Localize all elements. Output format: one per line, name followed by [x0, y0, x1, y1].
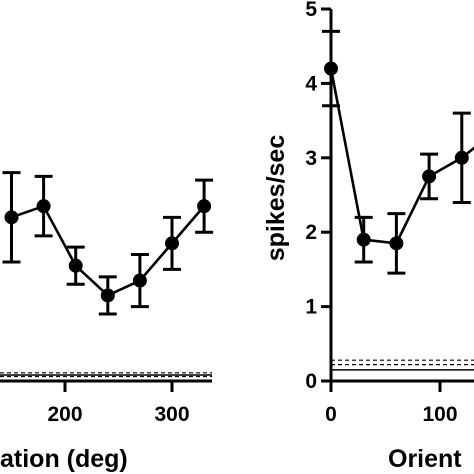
left-data-point-5	[165, 236, 179, 251]
right-x-axis-label: Orient	[388, 445, 462, 473]
right-y-tick-label-4: 4	[305, 72, 317, 95]
right-panel: 0 100 0 1 2 3 4 5 Orient spikes/sec	[262, 0, 474, 473]
right-y-tick-label-3: 3	[305, 147, 317, 170]
right-y-axis-label: spikes/sec	[262, 135, 290, 262]
right-y-tick-label-2: 2	[305, 221, 317, 244]
right-data-point-0	[324, 61, 338, 76]
left-data-point-2	[68, 258, 83, 273]
left-data-point-0	[4, 210, 19, 225]
left-panel: 200 300 ation (deg)	[0, 171, 214, 473]
left-x-tick-label-1: 300	[154, 403, 189, 426]
right-series-line	[329, 68, 474, 245]
left-data-point-6	[197, 199, 212, 214]
right-y-tick-label-0: 0	[305, 370, 317, 393]
left-x-axis-label: ation (deg)	[0, 445, 128, 473]
left-data-point-3	[100, 288, 115, 303]
right-data-point-1	[356, 232, 371, 247]
right-data-point-4	[454, 150, 469, 165]
left-data-point-1	[36, 199, 51, 214]
left-x-tick-label-0: 200	[47, 403, 82, 426]
right-x-tick-label-0: 0	[325, 403, 337, 426]
right-data-point-3	[422, 169, 437, 184]
right-y-tick-label-1: 1	[305, 296, 317, 319]
left-data-point-4	[132, 273, 147, 288]
right-x-tick-label-1: 100	[422, 403, 457, 426]
right-y-tick-label-5: 5	[305, 0, 317, 21]
right-data-point-2	[389, 236, 404, 251]
